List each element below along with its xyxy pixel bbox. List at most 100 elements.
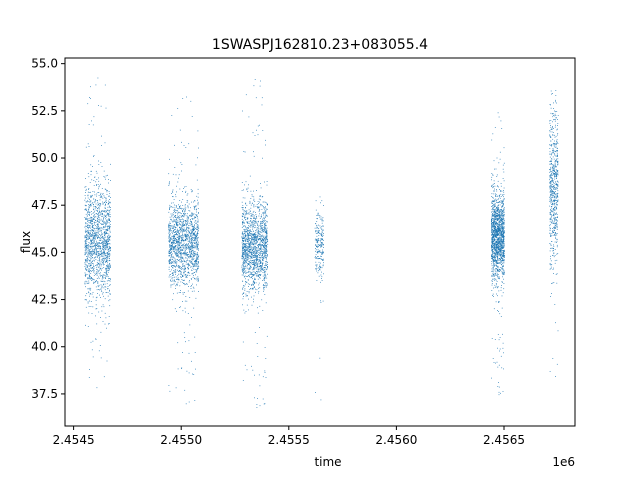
data-point xyxy=(105,107,107,109)
data-point xyxy=(192,249,194,251)
data-point xyxy=(94,227,96,229)
data-point xyxy=(88,237,90,239)
data-point xyxy=(244,236,246,238)
data-point xyxy=(315,200,317,202)
data-point xyxy=(101,269,102,271)
data-point xyxy=(184,284,186,286)
data-point xyxy=(261,262,263,264)
data-point xyxy=(244,276,245,277)
data-point xyxy=(250,256,252,258)
data-point xyxy=(177,255,179,256)
data-point xyxy=(88,224,89,226)
data-point xyxy=(91,219,93,221)
data-point xyxy=(105,229,107,231)
data-point xyxy=(190,214,192,216)
data-point xyxy=(175,221,176,223)
data-point xyxy=(189,262,191,264)
data-point xyxy=(198,291,199,292)
data-point xyxy=(109,219,110,220)
data-point xyxy=(174,247,175,248)
data-point xyxy=(108,258,110,259)
data-point xyxy=(197,236,199,238)
data-point xyxy=(266,208,268,210)
data-point xyxy=(252,275,254,277)
data-point xyxy=(242,262,244,263)
data-point xyxy=(196,252,198,253)
data-point xyxy=(173,219,175,221)
data-point xyxy=(181,239,183,241)
data-point xyxy=(265,214,267,216)
data-point xyxy=(86,239,88,240)
data-point xyxy=(193,228,194,229)
data-point xyxy=(195,223,197,224)
data-point xyxy=(316,264,318,266)
data-point xyxy=(250,215,252,217)
data-point xyxy=(256,289,258,291)
data-point xyxy=(170,279,171,281)
data-point xyxy=(182,266,183,267)
data-point xyxy=(317,212,319,214)
data-point xyxy=(90,86,91,88)
data-point xyxy=(196,233,198,234)
data-point xyxy=(84,209,86,211)
data-point xyxy=(189,214,191,216)
data-point xyxy=(194,247,196,249)
data-point xyxy=(197,258,199,260)
data-point xyxy=(188,228,189,229)
data-point xyxy=(245,256,246,258)
data-point xyxy=(254,234,255,236)
data-point xyxy=(172,274,174,276)
data-point xyxy=(197,225,199,227)
data-point xyxy=(100,272,101,274)
data-point xyxy=(180,207,182,209)
data-point xyxy=(99,197,101,198)
data-point xyxy=(254,227,255,229)
data-point xyxy=(172,173,174,175)
data-point xyxy=(195,240,197,242)
data-point xyxy=(250,249,251,251)
data-point xyxy=(249,249,250,250)
data-point xyxy=(253,220,255,221)
data-point xyxy=(261,266,263,268)
data-point xyxy=(170,239,171,241)
data-point xyxy=(171,254,172,256)
data-point xyxy=(321,220,323,222)
data-point xyxy=(178,239,180,241)
data-point xyxy=(256,237,257,239)
data-point xyxy=(99,254,101,255)
data-point xyxy=(258,246,259,247)
data-point xyxy=(85,222,87,223)
data-point xyxy=(182,352,183,353)
data-point xyxy=(90,270,91,271)
data-point xyxy=(317,272,319,274)
data-point xyxy=(100,357,102,359)
data-point xyxy=(255,233,256,235)
data-point xyxy=(88,269,90,271)
data-point xyxy=(104,247,105,249)
data-point xyxy=(95,274,97,275)
data-point xyxy=(194,216,196,218)
data-point xyxy=(255,252,257,254)
data-point xyxy=(243,252,245,253)
data-point xyxy=(101,145,102,146)
data-point xyxy=(179,236,180,237)
data-point xyxy=(195,237,197,239)
data-point xyxy=(98,229,100,231)
data-point xyxy=(175,246,176,247)
data-point xyxy=(87,278,88,280)
data-point xyxy=(94,201,96,203)
data-point xyxy=(253,255,255,256)
data-point xyxy=(193,287,195,289)
data-point xyxy=(194,235,196,236)
data-point xyxy=(267,273,268,275)
data-point xyxy=(170,248,171,250)
data-point xyxy=(259,256,261,258)
data-point xyxy=(174,227,176,229)
data-point xyxy=(108,236,110,238)
data-point xyxy=(192,267,194,269)
data-point xyxy=(94,251,96,252)
data-point xyxy=(84,263,86,265)
data-point xyxy=(496,237,498,239)
data-point xyxy=(108,228,110,230)
data-point xyxy=(175,194,176,196)
